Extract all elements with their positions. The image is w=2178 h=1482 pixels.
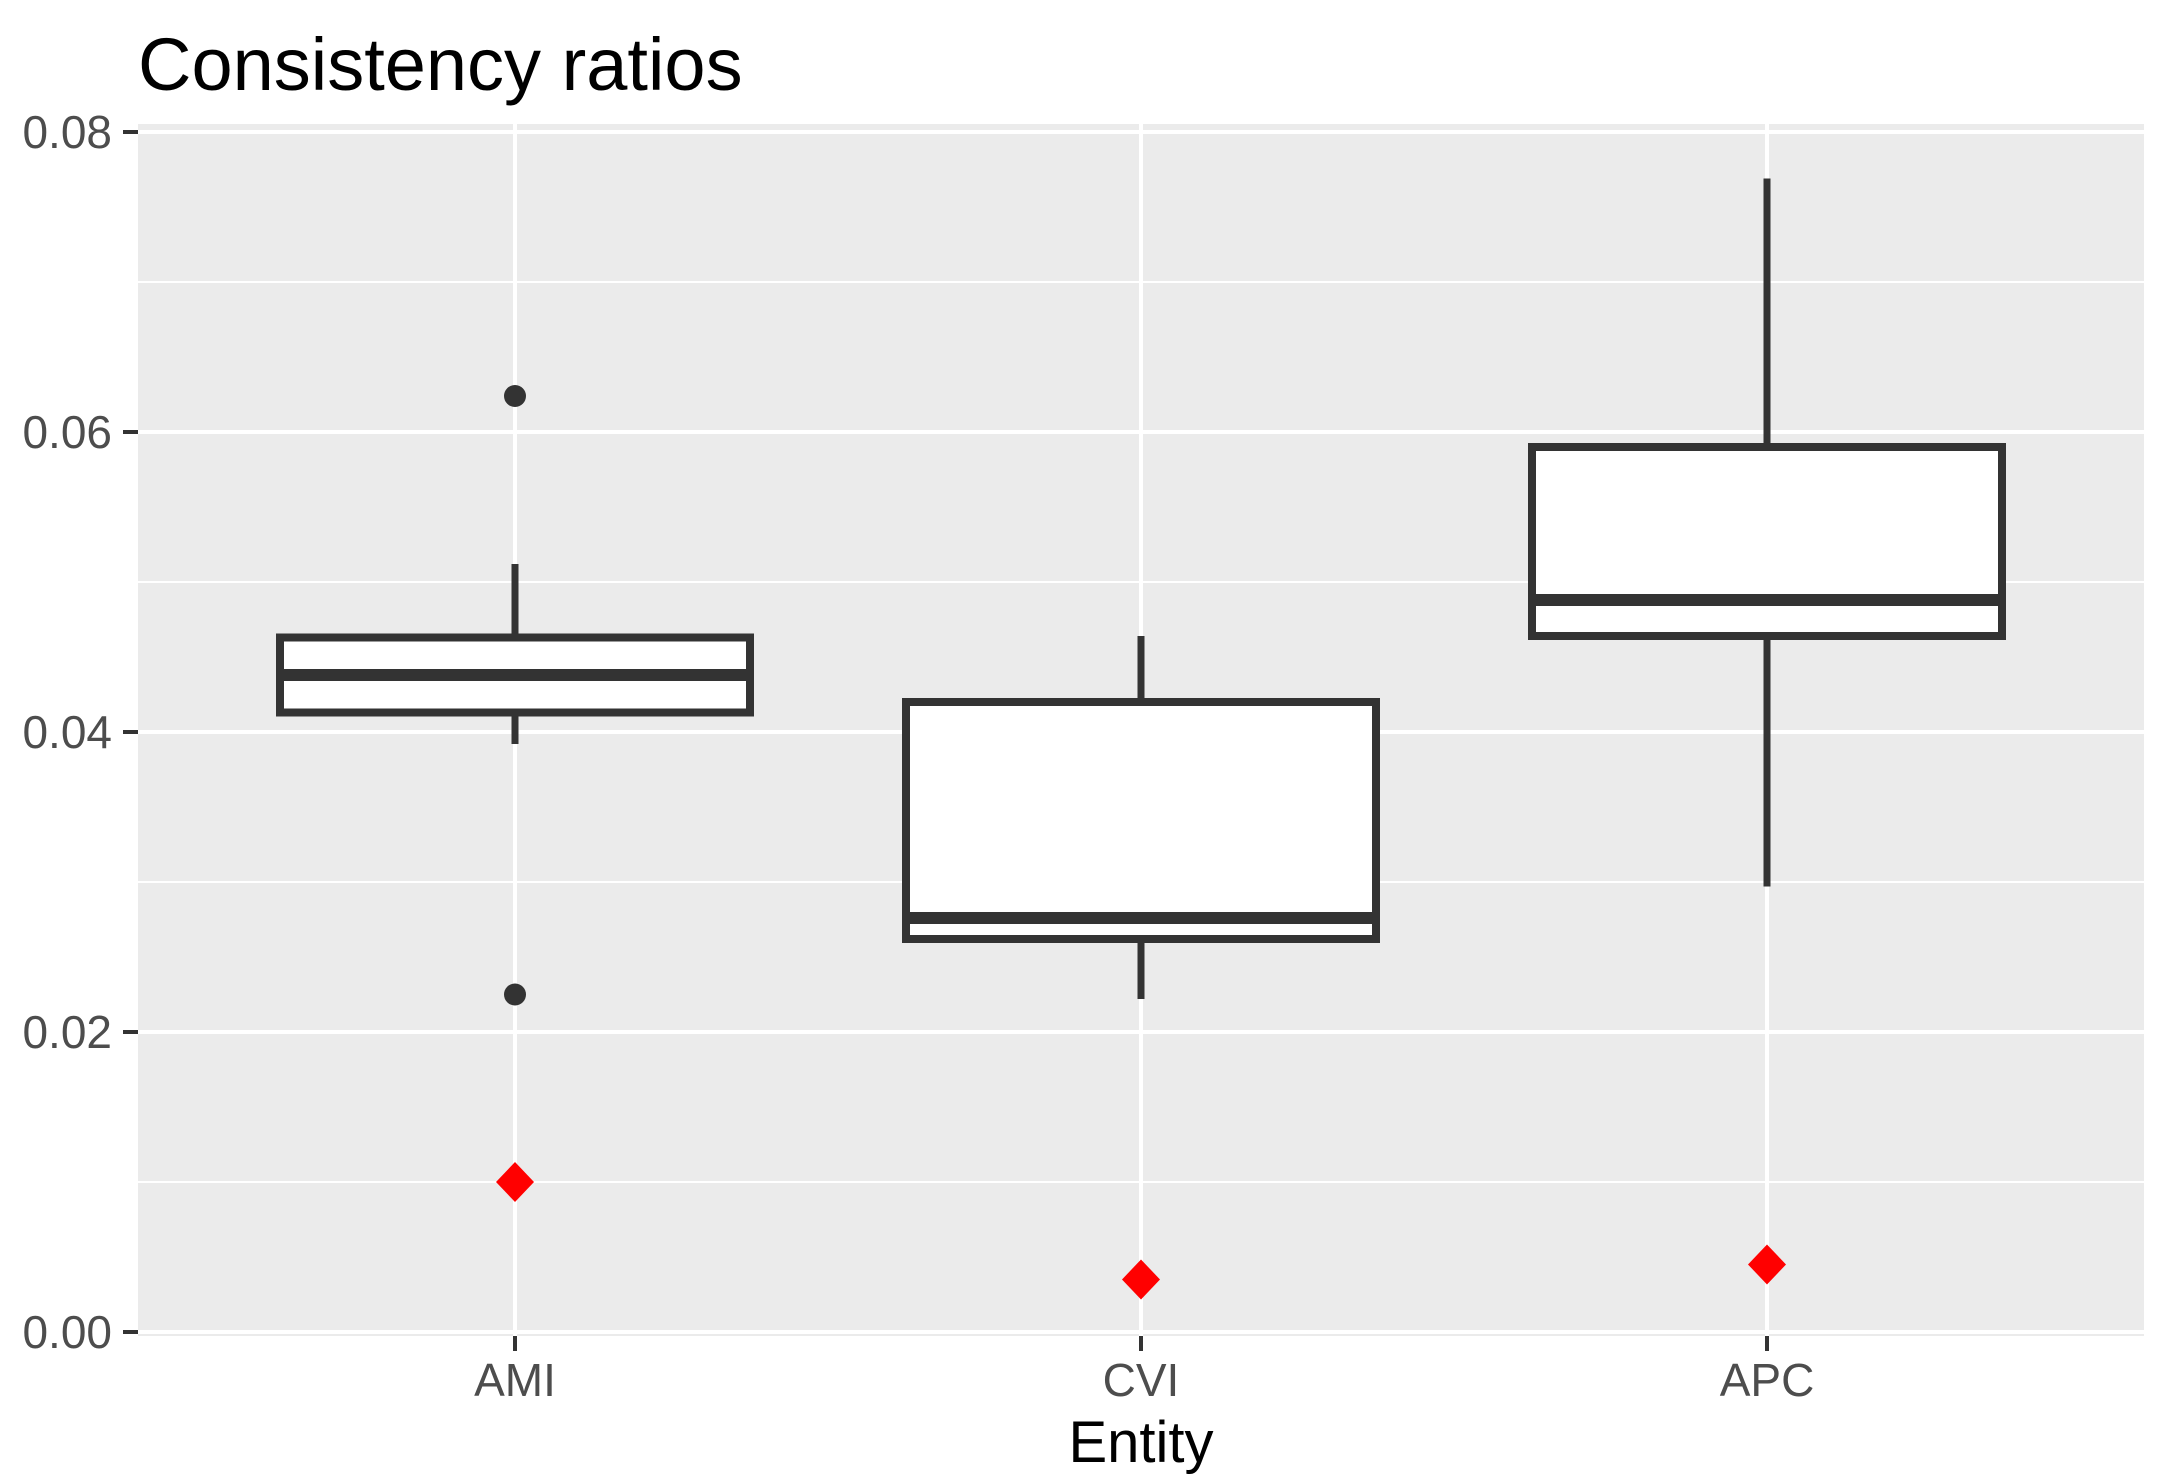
- y-tick-label: 0.08: [22, 106, 112, 158]
- mean-diamond-AMI: [496, 1162, 534, 1202]
- axes: 0.00 0.02 0.04 0.06 0.08 AMI CVI APC: [22, 106, 1814, 1406]
- y-tick-label: 0.02: [22, 1006, 112, 1058]
- x-tick-label: APC: [1720, 1354, 1815, 1406]
- box-CVI: [902, 698, 1380, 943]
- box-APC: [1528, 443, 2006, 640]
- chart-title: Consistency ratios: [138, 23, 743, 106]
- y-tick-label: 0.00: [22, 1306, 112, 1358]
- outlier-point-AMI: [504, 983, 526, 1006]
- mean-diamond-CVI: [1122, 1259, 1160, 1300]
- x-tick-label: AMI: [474, 1354, 556, 1406]
- x-axis-title: Entity: [1068, 1410, 1213, 1475]
- x-tick-label: CVI: [1103, 1354, 1180, 1406]
- boxplots: [276, 178, 2006, 1006]
- y-tick-label: 0.04: [22, 706, 112, 758]
- y-tick-label: 0.06: [22, 406, 112, 458]
- mean-diamond-APC: [1748, 1244, 1786, 1285]
- mean-markers: [496, 1162, 1786, 1300]
- outlier-point-AMI: [504, 385, 526, 407]
